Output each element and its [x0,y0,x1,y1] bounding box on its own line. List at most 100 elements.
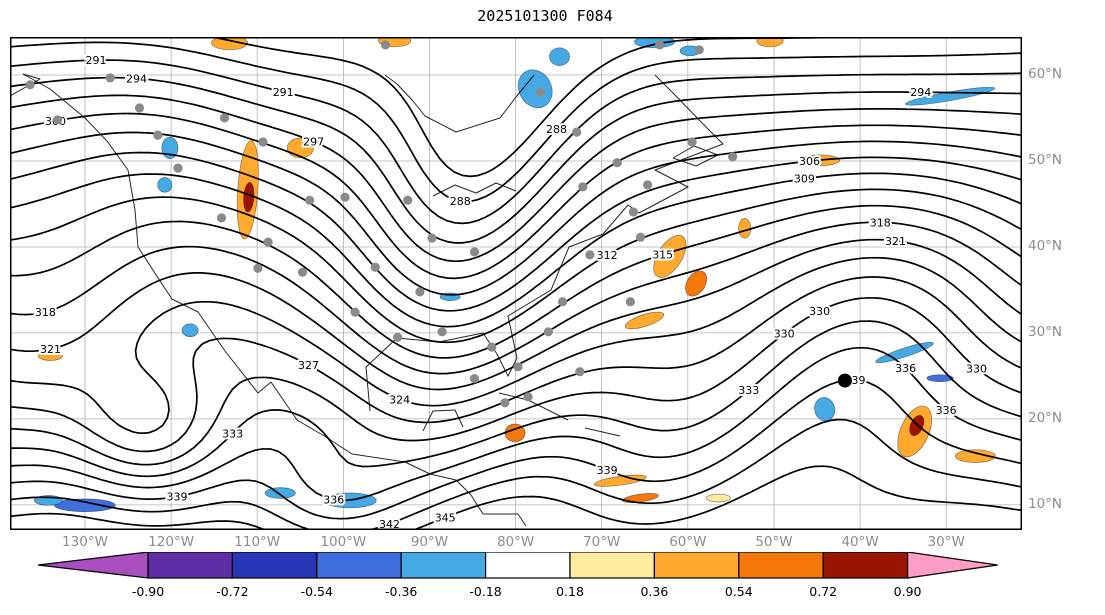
station-dot [370,262,380,272]
contour-label: 330 [809,305,830,318]
contour-level-291 [10,59,1022,225]
colorbar-tick-label: -0.72 [216,584,248,599]
colorbar-tick-label: 0.72 [809,584,837,599]
station-dot [500,398,510,408]
shading-patch [685,270,708,297]
shading-patch [517,69,553,109]
contour-label: 336 [895,362,916,375]
station-dot [25,80,35,90]
station-dot [415,287,425,297]
contour-level-324 [10,256,1022,435]
shading-patch [211,37,249,51]
contour-label: 318 [35,306,56,319]
station-dot [625,297,636,307]
colorbar: -0.90 -0.72 -0.54 -0.36 -0.18 0.18 0.36 0.54 0.7… [37,552,998,599]
shading-patch [875,341,934,364]
station-dot [694,45,704,55]
lon-tick-label: 90°W [410,534,449,550]
colorbar-under-arrow [37,552,149,579]
contour-level-318 [10,221,1022,375]
contour-label: 336 [936,404,957,417]
station-dot [558,297,568,307]
colorbar-segment [822,552,909,579]
plot-border [10,37,1022,530]
colorbar-segment [569,552,656,579]
shading-patch [157,177,173,193]
colorbar-tick-label: 0.18 [556,584,584,599]
colorbar-segment [485,552,571,579]
colorbar-over-arrow [906,552,998,579]
contour-level-288 [10,41,1022,203]
station-dot [253,263,263,273]
station-dot [305,195,315,205]
lon-tick-label: 110°W [234,534,281,550]
contour-level-309 [10,172,1022,328]
shading-patch [624,311,665,330]
station-dot [153,130,163,140]
station-dot [134,103,145,113]
contour-label: 336 [323,494,344,507]
lat-tick-label: 40°N [1028,237,1063,254]
station-dot [575,367,585,377]
contour-labels: 2912943003183212912972882883062943243123… [33,52,989,530]
station-dot [263,237,273,247]
contour-label: 315 [652,249,673,262]
contour-label: 345 [435,511,456,524]
contour-level-342 [10,418,1022,530]
station-dot [105,73,115,83]
lon-tick-label: 50°W [755,534,793,550]
station-dot [543,327,554,337]
station-dot [487,342,497,352]
shading-patch [756,37,784,48]
shading-patch [653,234,687,278]
station-dot [687,137,697,147]
station-dot [258,137,268,147]
station-dot [340,192,350,202]
contour-label: 321 [40,343,61,356]
contour-label: 294 [126,72,147,85]
lat-tick-label: 30°N [1028,323,1063,340]
shading-patch [264,487,296,499]
contour-level-345 [10,465,1022,530]
contour-level-330 [10,296,1022,466]
station-dot [728,152,738,162]
colorbar-tick-label: -0.54 [301,584,333,599]
colorbar-tick-label: 0.36 [640,584,668,599]
colorbar-segment [231,552,318,579]
contour-level-306 [10,151,1022,312]
contour-label: 291 [273,86,294,99]
chart-title: 2025101300 F084 [477,7,613,25]
lon-tick-label: 130°W [62,534,108,550]
shading-patch [181,323,199,338]
station-dot [393,332,403,342]
shading-patch [549,47,570,66]
graticule [10,37,1022,530]
colorbar-segment [653,552,740,579]
shading-patch [54,498,116,513]
station-dot [173,163,183,173]
anomaly-shading [33,37,996,513]
contour-level-327 [10,276,1022,453]
lat-tick-label: 10°N [1028,495,1063,512]
colorbar-segment [400,552,487,579]
station-dot [437,327,447,337]
colorbar-tick-label: -0.18 [469,584,501,599]
station-dot [219,113,230,123]
contour-label: 330 [966,362,987,375]
lon-tick-label: 120°W [148,534,195,550]
station-dot [635,232,646,242]
lat-tick-label: 60°N [1028,66,1063,82]
lon-tick-label: 100°W [320,534,367,550]
contour-label: 318 [870,216,891,229]
contour-label: 288 [450,195,471,208]
highlight-dot [837,373,852,388]
lat-tick-label: 50°N [1028,151,1063,168]
station-dot [643,180,653,190]
shading-patch [954,449,996,463]
station-dot [469,374,480,384]
contour-level-312 [10,188,1022,344]
colorbar-tick-label: 0.54 [725,584,753,599]
shading-patch [286,137,314,159]
contour-label: 294 [910,86,931,99]
